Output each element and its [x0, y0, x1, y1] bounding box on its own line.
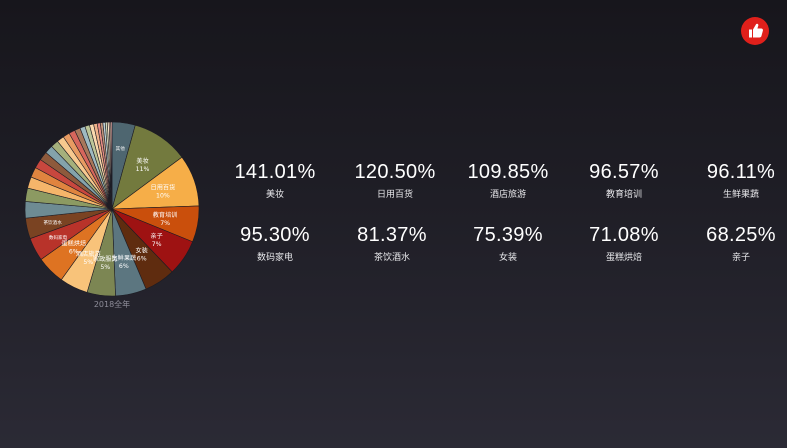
pie-slice-percent: 7% [152, 241, 162, 248]
pie-slice-label: 家政服务 [93, 255, 118, 263]
stat-value: 71.08% [589, 224, 659, 246]
pie-slice-percent: 10% [156, 193, 170, 200]
stat-label: 数码家电 [256, 253, 293, 263]
stat-label: 教育培训 [605, 190, 642, 200]
stat-item: 71.08% 蛋糕烘焙 [564, 223, 684, 264]
stat-value: 75.39% [473, 224, 543, 246]
stat-label: 美妆 [265, 190, 284, 200]
pie-slice-percent: 11% [136, 166, 150, 173]
stat-item: 141.01% 美妆 [215, 160, 335, 201]
stat-item: 81.37% 茶饮酒水 [332, 223, 452, 264]
stat-label: 女装 [498, 253, 517, 263]
stat-value: 120.50% [354, 161, 436, 183]
pie-slice-label: 美妆 [136, 157, 148, 165]
pie-slice-percent: 5% [100, 264, 110, 271]
pie-slice-label: 生鲜果蔬 [111, 254, 137, 262]
thumbs-up-icon [741, 17, 769, 45]
stat-value: 141.01% [234, 161, 316, 183]
stat-value: 95.30% [240, 224, 310, 246]
pie-slice-label: 女装 [135, 247, 147, 255]
stat-item: 95.30% 数码家电 [215, 223, 335, 264]
stat-value: 81.37% [357, 224, 427, 246]
stat-item: 109.85% 酒店旅游 [448, 160, 568, 201]
pie-slice-percent: 6% [137, 256, 147, 263]
stat-value: 96.11% [706, 161, 776, 183]
stat-label: 酒店旅游 [489, 190, 526, 200]
pie-slice-label: 酒店旅游 [76, 250, 101, 258]
stat-label: 茶饮酒水 [373, 253, 410, 263]
pie-slice-label: 其他 [116, 145, 126, 152]
pie-slice-percent: 5% [83, 259, 93, 266]
stat-value: 96.57% [589, 161, 659, 183]
pie-slice-label: 亲子 [150, 232, 162, 240]
pie-slice [110, 121, 113, 210]
pie-slice-percent: 7% [160, 220, 170, 227]
stat-item: 68.25% 亲子 [681, 223, 787, 264]
pie-slice-label: 日用百货 [151, 184, 176, 192]
stat-item: 96.57% 教育培训 [564, 160, 684, 201]
stat-label: 生鲜果蔬 [722, 190, 759, 200]
stat-item: 120.50% 日用百货 [335, 160, 455, 201]
pie-slice-label: 教育培训 [153, 211, 178, 219]
stat-item: 75.39% 女装 [448, 223, 568, 264]
stat-value: 68.25% [706, 224, 776, 246]
pie-slice-label: 数码家电 [49, 234, 68, 241]
stat-item: 96.11% 生鲜果蔬 [681, 160, 787, 201]
stat-label: 日用百货 [376, 190, 413, 200]
pie-slice-label: 茶饮酒水 [43, 219, 62, 226]
stat-label: 亲子 [731, 253, 750, 263]
pie-slice-percent: 6% [69, 249, 79, 256]
pie-slice-percent: 6% [119, 263, 129, 270]
stat-label: 蛋糕烘焙 [605, 253, 642, 263]
pie-slice-label: 蛋糕烘焙 [61, 240, 86, 248]
pie-chart: 其他美妆11%日用百货10%教育培训7%亲子7%女装6%生鲜果蔬6%家政服务5%… [24, 121, 200, 297]
stat-value: 109.85% [467, 161, 549, 183]
pie-caption: 2018全年 [93, 300, 131, 309]
